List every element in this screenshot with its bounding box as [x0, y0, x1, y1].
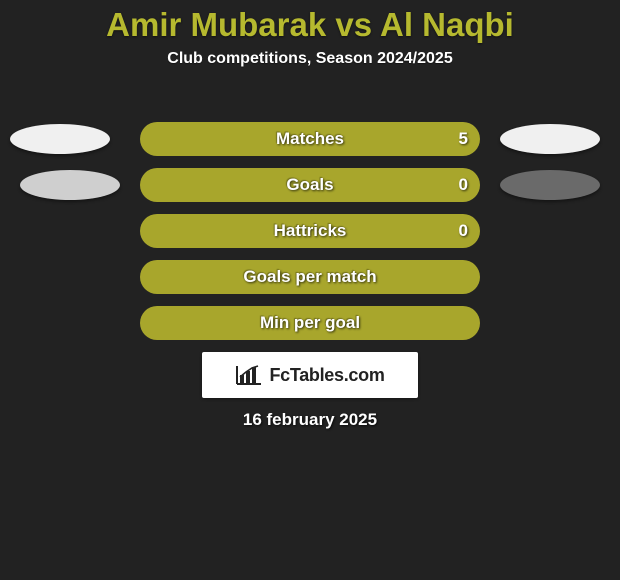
stat-row: Matches 5 [0, 116, 620, 162]
stat-row: Goals per match [0, 254, 620, 300]
stat-row: Goals 0 [0, 162, 620, 208]
bar-fill [140, 214, 480, 248]
marker-ellipse-left [20, 170, 120, 200]
bar-chart-icon [235, 364, 263, 386]
bar-slot: Goals 0 [140, 168, 480, 202]
marker-ellipse-right [500, 124, 600, 154]
marker-ellipse-left [10, 124, 110, 154]
stat-row: Hattricks 0 [0, 208, 620, 254]
brand-text: FcTables.com [269, 365, 384, 386]
generated-date: 16 february 2025 [0, 410, 620, 430]
stat-row: Min per goal [0, 300, 620, 346]
comparison-title: Amir Mubarak vs Al Naqbi [0, 0, 620, 44]
bar-fill [140, 260, 480, 294]
marker-ellipse-right [500, 170, 600, 200]
bar-slot: Matches 5 [140, 122, 480, 156]
comparison-subtitle: Club competitions, Season 2024/2025 [0, 50, 620, 68]
bar-slot: Hattricks 0 [140, 214, 480, 248]
bar-slot: Min per goal [140, 306, 480, 340]
bar-fill [140, 306, 480, 340]
bar-slot: Goals per match [140, 260, 480, 294]
bar-fill [140, 122, 480, 156]
bar-fill [140, 168, 480, 202]
stats-chart: Matches 5 Goals 0 Hattricks 0 [0, 116, 620, 356]
brand-box[interactable]: FcTables.com [202, 352, 418, 398]
